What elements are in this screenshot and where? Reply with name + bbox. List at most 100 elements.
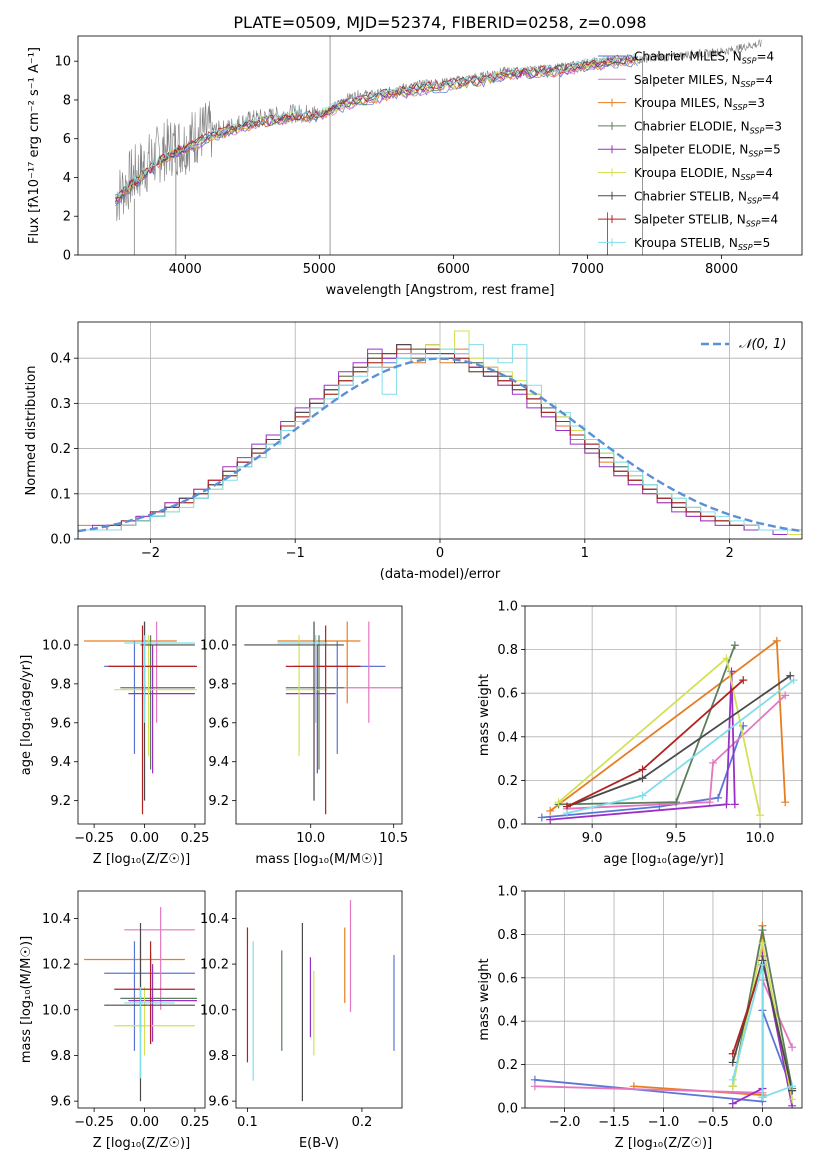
data-point-marker xyxy=(562,809,571,818)
legend-entry-label: Chabrier MILES, NSSP=4 xyxy=(634,50,774,66)
y-tick-label: 0.0 xyxy=(497,1102,518,1117)
y-tick-label: 9.8 xyxy=(208,1049,229,1064)
figure-title: PLATE=0509, MJD=52374, FIBERID=0258, z=0… xyxy=(233,13,646,32)
y-tick-label: 8 xyxy=(63,93,71,108)
mass-weight-line xyxy=(550,671,736,821)
x-tick-label: 0.00 xyxy=(130,1115,159,1130)
y-tick-label: 1.0 xyxy=(497,600,518,615)
data-point-marker xyxy=(537,813,546,822)
y-tick-label: 0.1 xyxy=(50,487,71,502)
x-axis-label: wavelength [Angstrom, rest frame] xyxy=(326,283,555,298)
data-point-marker xyxy=(530,1082,539,1091)
data-point-marker xyxy=(758,939,767,948)
y-tick-label: 0 xyxy=(63,249,71,264)
y-tick-label: 0.2 xyxy=(497,774,518,789)
age-vs-z-axes: −0.25 0.00 0.25 9.2 9.4 9.6 9.8 10.0 Z [log₁₀(Z/… xyxy=(19,605,209,867)
data-point-marker xyxy=(728,1099,737,1108)
mass-weight-line xyxy=(731,964,793,1099)
data-point-marker xyxy=(722,800,731,809)
data-point-marker xyxy=(781,798,790,807)
y-tick-label: 9.2 xyxy=(50,794,71,809)
x-tick-label: 0.25 xyxy=(180,831,209,846)
y-tick-label: 9.6 xyxy=(50,716,71,731)
data-point-marker xyxy=(781,691,790,700)
axes-frame xyxy=(524,890,803,1109)
x-tick-label: 1 xyxy=(581,546,589,561)
y-tick-label: 4 xyxy=(63,171,71,186)
y-tick-label: 10.0 xyxy=(42,638,71,653)
data-point-marker xyxy=(728,1058,737,1067)
data-point-marker xyxy=(714,793,723,802)
legend-entry-label: Kroupa MILES, NSSP=3 xyxy=(634,96,765,112)
legend-entry-label: Kroupa STELIB, NSSP=5 xyxy=(634,236,770,252)
data-point-marker xyxy=(638,791,647,800)
mass-weight-line xyxy=(541,725,745,819)
x-tick-label: 5000 xyxy=(303,262,336,277)
x-axis-label: Z [log₁₀(Z/Z☉)] xyxy=(93,1136,190,1151)
x-tick-label: 9.0 xyxy=(582,831,603,846)
axes-frame xyxy=(524,605,803,825)
y-axis-label: mass weight xyxy=(477,958,492,1040)
age-vs-mass-axes: 10.0 10.5 9.2 9.4 9.6 9.8 10.0 mass [log₁₀(M/M☉… xyxy=(200,605,408,867)
data-point-marker xyxy=(709,758,718,767)
y-tick-label: 0.6 xyxy=(497,971,518,986)
legend-entry-label: Salpeter STELIB, NSSP=4 xyxy=(634,213,778,229)
y-axis-label: mass [log₁₀(M/M☉)] xyxy=(19,936,34,1063)
y-tick-label: 9.6 xyxy=(208,716,229,731)
mass-weight-line xyxy=(549,639,787,812)
y-tick-label: 10.4 xyxy=(200,912,229,927)
y-tick-label: 0.0 xyxy=(50,533,71,548)
x-axis-label: Z [log₁₀(Z/Z☉)] xyxy=(93,852,190,867)
x-tick-label: 2 xyxy=(725,546,733,561)
data-point-marker xyxy=(788,1043,797,1052)
x-axis-label: E(B-V) xyxy=(299,1136,339,1151)
data-point-marker xyxy=(758,1093,767,1102)
legend-entry-label: Kroupa ELODIE, NSSP=4 xyxy=(634,166,773,182)
y-tick-label: 9.6 xyxy=(50,1095,71,1110)
y-tick-label: 9.8 xyxy=(50,1049,71,1064)
data-point-marker xyxy=(788,1095,797,1104)
x-tick-label: 9.5 xyxy=(666,831,687,846)
data-point-marker xyxy=(554,798,563,807)
mass-vs-ebv-plot-area xyxy=(246,900,395,1102)
y-tick-label: 10 xyxy=(54,55,71,70)
data-point-marker xyxy=(638,774,647,783)
y-tick-label: 9.8 xyxy=(50,677,71,692)
x-tick-label: −0.5 xyxy=(697,1115,729,1130)
data-point-marker xyxy=(739,676,748,685)
histogram-plot-area xyxy=(78,330,802,539)
y-tick-label: 0.3 xyxy=(50,397,71,412)
y-tick-label: 0.8 xyxy=(497,928,518,943)
y-tick-label: 0.0 xyxy=(497,818,518,833)
data-point-marker xyxy=(758,960,767,969)
x-axis-label: (data-model)/error xyxy=(380,567,501,582)
y-tick-label: 0.4 xyxy=(50,352,71,367)
x-tick-label: 4000 xyxy=(169,262,202,277)
data-point-marker xyxy=(758,926,767,935)
y-tick-label: 0.2 xyxy=(497,1058,518,1073)
axes-frame xyxy=(77,321,803,540)
data-point-marker xyxy=(786,671,795,680)
legend-entry-label: Chabrier ELODIE, NSSP=3 xyxy=(634,119,782,135)
axes-frame xyxy=(77,35,803,256)
data-point-marker xyxy=(772,636,781,645)
x-axis-label: Z [log₁₀(Z/Z☉)] xyxy=(615,1136,712,1151)
y-tick-label: 9.2 xyxy=(208,794,229,809)
weight-vs-age-plot-area xyxy=(537,636,798,824)
residual-histogram-axes: −2 −1 0 1 2 0.0 0.1 0.2 0.3 0.4 (data-model)/error… xyxy=(24,321,803,582)
x-tick-label: −0.25 xyxy=(74,1115,114,1130)
data-point-marker xyxy=(756,811,765,820)
weight-vs-z-plot-area xyxy=(530,921,797,1108)
x-tick-label: −0.25 xyxy=(74,831,114,846)
weight-vs-age-axes: 9.0 9.5 10.0 0.0 0.2 0.4 0.6 0.8 1.0 age [log₁₀(a… xyxy=(477,600,803,867)
histogram-step-line xyxy=(78,344,802,539)
data-point-marker xyxy=(705,798,714,807)
y-tick-label: 10.2 xyxy=(42,958,71,973)
mass-vs-z-plot-area xyxy=(84,906,197,1102)
y-tick-label: 10.0 xyxy=(200,638,229,653)
axes-frame xyxy=(235,890,403,1109)
x-axis-label: mass [log₁₀(M/M☉)] xyxy=(255,852,382,867)
axes-frame xyxy=(235,605,403,825)
